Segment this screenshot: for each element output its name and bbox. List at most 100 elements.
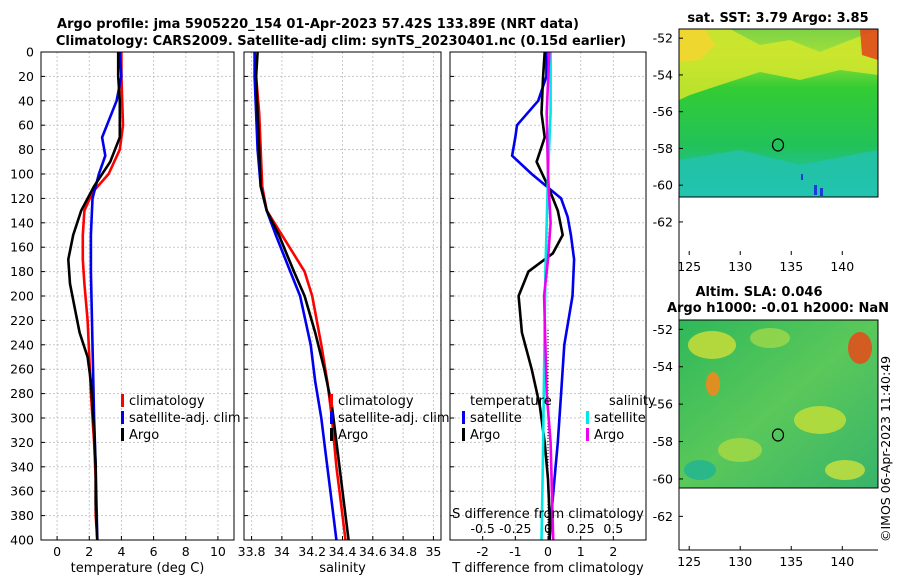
y-tick-label: 60	[18, 118, 34, 133]
x-tick-label: -1	[509, 544, 521, 559]
x-tick-label: 6	[150, 544, 158, 559]
y-tick-label: 340	[10, 459, 34, 474]
sla-anomaly	[825, 460, 865, 480]
legend-label-argo: Argo	[129, 428, 159, 443]
legend-title-salinity: salinity	[609, 394, 656, 409]
x2-tick-label: -0.5	[470, 521, 494, 536]
y-tick-label: 320	[10, 435, 34, 450]
map-y-tick-label: -60	[653, 178, 673, 193]
salinity-panel: 33.8 34 34.2 34.4 34.6 34.8 35 salinity	[238, 51, 442, 576]
series-line-temperature-argo	[517, 52, 565, 540]
legend-label-temp-argo: Argo	[470, 428, 500, 443]
map-y-tick-label: -58	[653, 141, 673, 156]
map-y-tick-label: -62	[653, 214, 673, 229]
legend-swatch-sal-satellite	[586, 411, 589, 424]
y-tick-label: 200	[10, 289, 34, 304]
temperature-legend: climatology satellite-adj. clim Argo	[121, 394, 241, 443]
series-line-climatology	[253, 52, 347, 540]
sla-anomaly	[750, 328, 790, 348]
map-y-tick-label: -62	[653, 509, 673, 524]
x2-tick-label: 0	[544, 521, 552, 536]
sla-map: Altim. SLA: 0.046 Argo h1000: -0.01 h200…	[653, 285, 889, 569]
x-tick-label: 34.2	[298, 544, 326, 559]
y-tick-label: 220	[10, 313, 34, 328]
x-tick-label: 8	[182, 544, 190, 559]
legend-swatch-climatology	[121, 394, 124, 407]
map-y-tick-label: -54	[653, 359, 673, 374]
series-line-argo	[67, 52, 122, 540]
temperature-panel: 0 2 4 6 8 10020406080100120140160180200220240…	[10, 45, 235, 576]
y-tick-label: 400	[10, 533, 34, 548]
map-y-tick-label: -54	[653, 67, 673, 82]
sst-map-frame	[678, 28, 879, 198]
sst-cold-pixel	[814, 185, 817, 195]
legend-label-climatology: climatology	[338, 394, 414, 409]
y-tick-label: 20	[18, 69, 34, 84]
y-tick-label: 160	[10, 240, 34, 255]
x2-tick-label: 0.5	[603, 521, 623, 536]
series-line-temperature-satellite	[510, 52, 576, 540]
sla-anomaly	[684, 460, 716, 480]
y-tick-label: 300	[10, 411, 34, 426]
x-tick-label: 34.4	[329, 544, 357, 559]
argo-position-marker	[771, 428, 785, 442]
title-line-1: Argo profile: jma 5905220_154 01-Apr-202…	[57, 17, 579, 32]
map-y-tick-label: -58	[653, 434, 673, 449]
sla-anomaly	[688, 331, 736, 359]
legend-label-temp-satellite: satellite	[470, 411, 522, 426]
sla-map-subtitle: Argo h1000: -0.01 h2000: NaN	[667, 301, 889, 316]
y-tick-label: 260	[10, 362, 34, 377]
x-tick-label: 35	[425, 544, 441, 559]
sst-warm-band	[679, 29, 878, 100]
grid	[41, 51, 234, 541]
series-group	[67, 52, 125, 540]
x-tick-label: -2	[476, 544, 488, 559]
legend-label-satellite: satellite-adj. clim	[129, 411, 241, 426]
legend-label-sal-satellite: satellite	[594, 411, 646, 426]
sst-map-title: sat. SST: 3.79 Argo: 3.85	[687, 11, 868, 26]
y-tick-label: 380	[10, 508, 34, 523]
x-tick-label: 0	[544, 544, 552, 559]
x2-tick-label: -0.25	[499, 521, 531, 536]
x2-axis-label: S difference from climatology	[452, 507, 644, 522]
sst-hot-spot	[860, 29, 878, 60]
legend-swatch-temp-satellite	[462, 411, 465, 424]
y-tick-label: 140	[10, 215, 34, 230]
legend-swatch-satellite	[330, 411, 333, 424]
sla-anomaly	[718, 438, 762, 462]
x-axis-label: temperature (deg C)	[71, 561, 205, 576]
series-line-satellite-adj-clim	[253, 52, 338, 540]
difference-legend: temperature salinity satellite Argo sate…	[462, 394, 656, 443]
map-x-tick-label: 125	[677, 554, 701, 569]
series-group	[253, 52, 350, 540]
argo-position-marker	[771, 138, 785, 152]
map-x-tick-label: 130	[728, 554, 752, 569]
map-y-tick-label: -60	[653, 471, 673, 486]
series-line-salinity-argo	[542, 52, 555, 540]
sst-cold-pixel	[801, 174, 803, 180]
x-tick-label: 0	[53, 544, 61, 559]
x-tick-label: 34.8	[389, 544, 417, 559]
map-x-tick-label: 140	[830, 554, 854, 569]
map-y-tick-label: -52	[653, 31, 673, 46]
legend-swatch-argo	[330, 428, 333, 441]
legend-label-satellite: satellite-adj. clim	[338, 411, 450, 426]
y-tick-label: 180	[10, 264, 34, 279]
y-tick-label: 280	[10, 386, 34, 401]
y-tick-label: 80	[18, 142, 34, 157]
y-tick-label: 100	[10, 167, 34, 182]
legend-label-argo: Argo	[338, 428, 368, 443]
sla-anomaly	[794, 406, 846, 434]
legend-swatch-satellite	[121, 411, 124, 424]
title-line-2: Climatology: CARS2009. Satellite-adj cli…	[56, 34, 626, 49]
x-tick-label: 34.6	[359, 544, 387, 559]
sst-cold-pixel	[820, 188, 823, 196]
legend-swatch-argo	[121, 428, 124, 441]
y-tick-label: 360	[10, 484, 34, 499]
sla-anomaly	[848, 332, 872, 364]
x-tick-label: 2	[85, 544, 93, 559]
x-tick-label: 1	[577, 544, 585, 559]
map-x-tick-label: 130	[728, 259, 752, 274]
y-tick-label: 40	[18, 93, 34, 108]
